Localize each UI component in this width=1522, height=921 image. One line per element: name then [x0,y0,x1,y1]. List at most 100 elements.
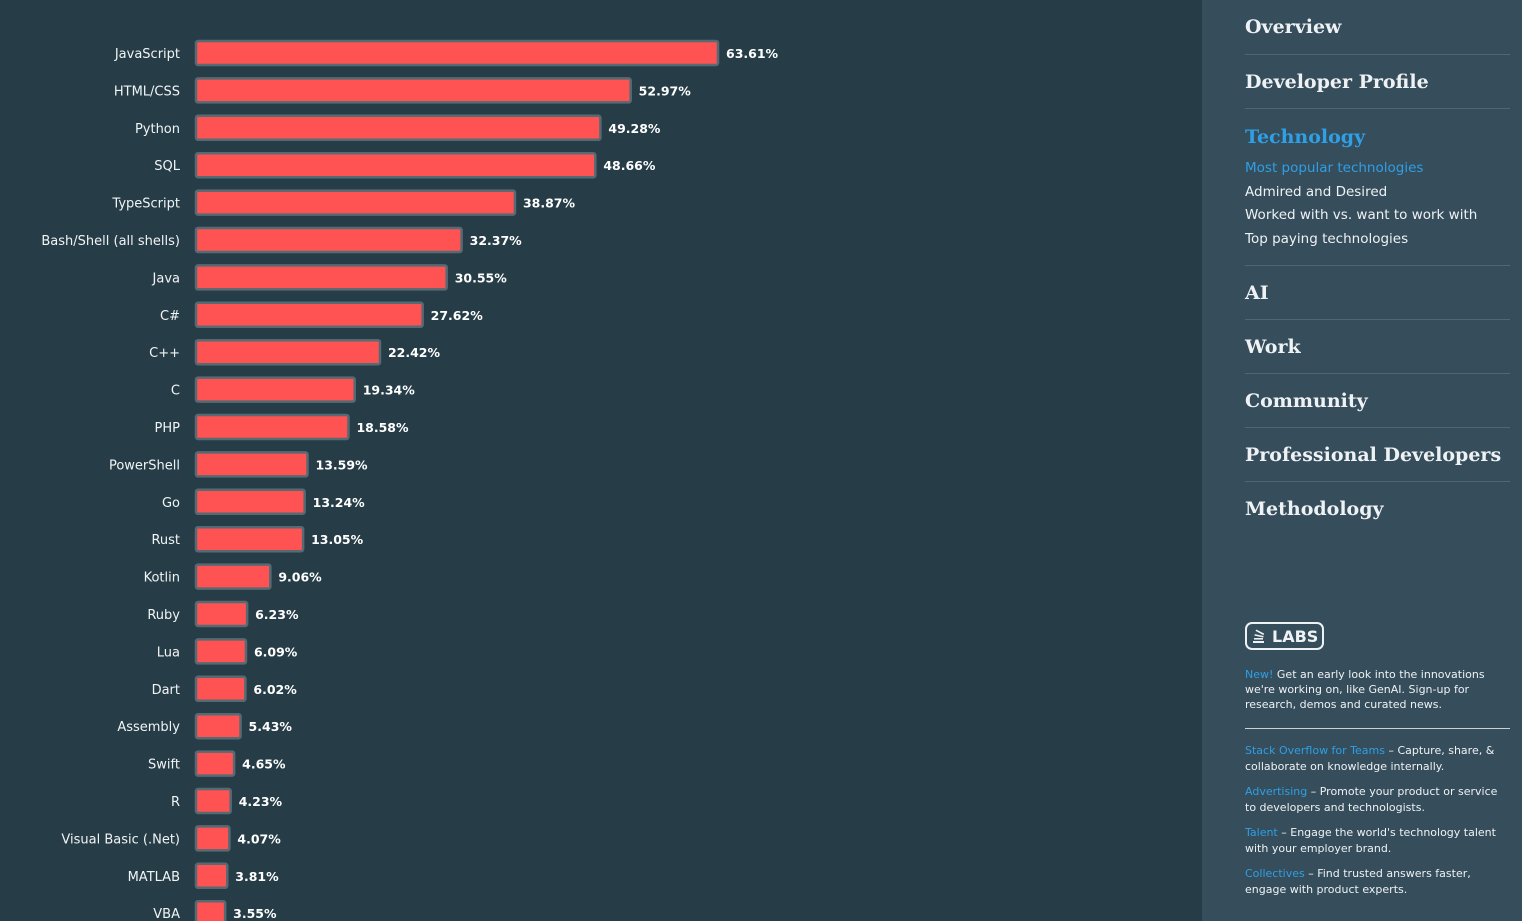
promo-teams-text: – Capture, share, & collaborate on knowl… [1245,744,1495,773]
bar[interactable] [194,376,356,403]
value-label: 13.05% [311,532,364,547]
value-label: 5.43% [249,719,293,734]
value-label: 3.55% [233,906,277,921]
value-label: 6.02% [253,682,297,697]
category-label: JavaScript [114,47,180,62]
labs-panel: LABS New! Get an early look into the inn… [1245,622,1510,907]
bar[interactable] [194,488,306,516]
labs-text: Get an early look into the innovations w… [1245,668,1485,711]
labs-new-link[interactable]: New! [1245,668,1274,681]
bar[interactable] [194,114,602,142]
category-label: Kotlin [144,571,180,586]
value-label: 4.07% [237,831,281,846]
category-label: C# [160,309,180,324]
bar[interactable] [194,451,309,478]
nav-developer-profile[interactable]: Developer Profile [1245,71,1429,93]
talent-link[interactable]: Talent [1245,826,1278,839]
promo-advertising: Advertising – Promote your product or se… [1245,784,1510,815]
nav-section-methodology: Methodology [1245,482,1510,536]
category-label: Dart [152,683,180,698]
category-label: PHP [155,421,181,436]
labs-logo[interactable]: LABS [1245,622,1325,650]
teams-link[interactable]: Stack Overflow for Teams [1245,744,1385,757]
category-label: VBA [153,907,180,921]
value-label: 3.81% [235,869,279,884]
bar[interactable] [194,787,232,815]
value-label: 13.24% [313,495,366,510]
bar-chart: JavaScript 63.61% HTML/CSS 52.97% Python 49.2… [41,39,779,921]
category-label: SQL [154,159,180,174]
bar[interactable] [194,264,448,291]
value-label: 30.55% [455,270,508,285]
bar[interactable] [194,638,248,665]
value-label: 6.23% [255,607,299,622]
labs-description: New! Get an early look into the innovati… [1245,667,1510,712]
value-label: 6.09% [254,644,298,659]
nav-ai[interactable]: AI [1245,282,1269,304]
bar[interactable] [194,77,632,104]
nav-technology[interactable]: Technology [1245,126,1366,148]
nav-work[interactable]: Work [1245,336,1301,358]
value-label: 52.97% [639,83,692,98]
value-label: 27.62% [431,308,484,323]
value-label: 9.06% [278,570,322,585]
subnav-admired-desired[interactable]: Admired and Desired [1245,183,1388,200]
category-label: Bash/Shell (all shells) [41,234,180,249]
bar[interactable] [194,413,350,441]
nav-overview[interactable]: Overview [1245,16,1342,38]
bar[interactable] [194,525,305,553]
bar[interactable] [194,712,242,740]
value-label: 49.28% [608,121,661,136]
bar[interactable] [194,151,597,179]
bar[interactable] [194,563,272,590]
bar[interactable] [194,301,424,329]
value-label: 13.59% [316,457,369,472]
category-label: Ruby [147,608,180,623]
technology-subnav: Most popular technologies Admired and De… [1245,157,1510,251]
nav-section-technology: Technology Most popular technologies Adm… [1245,109,1510,266]
value-label: 18.58% [356,420,409,435]
promo-collectives: Collectives – Find trusted answers faste… [1245,866,1510,897]
nav-community[interactable]: Community [1245,390,1368,412]
category-label: Go [162,496,180,511]
collectives-link[interactable]: Collectives [1245,867,1305,880]
category-label: Rust [151,533,180,548]
category-label: Lua [157,645,180,660]
stack-overflow-icon [1253,629,1265,643]
subnav-worked-vs-want[interactable]: Worked with vs. want to work with [1245,207,1478,223]
subnav-most-popular[interactable]: Most popular technologies [1245,160,1424,176]
bar[interactable] [194,226,463,254]
promo-advertising-text: – Promote your product or service to dev… [1245,785,1498,814]
bar[interactable] [194,39,720,67]
category-label: Swift [148,758,180,773]
nav-section-work: Work [1245,320,1510,374]
subnav-top-paying[interactable]: Top paying technologies [1245,230,1409,247]
category-label: Java [152,271,180,286]
labs-logo-text: LABS [1272,626,1319,646]
category-label: Visual Basic (.Net) [61,832,180,847]
bar[interactable] [194,600,249,628]
category-label: R [171,795,180,810]
category-label: Assembly [117,720,180,735]
bar[interactable] [194,338,382,366]
nav-professional-developers[interactable]: Professional Developers [1245,444,1502,466]
advertising-link[interactable]: Advertising [1245,785,1308,798]
category-label: TypeScript [111,197,180,212]
bar[interactable] [194,675,247,703]
sidebar-nav: Overview Developer Profile Technology Mo… [1202,0,1522,921]
nav-methodology[interactable]: Methodology [1245,498,1384,520]
bar[interactable] [194,189,517,216]
bar[interactable] [194,899,227,921]
bar[interactable] [194,750,236,777]
category-label: PowerShell [109,458,180,473]
nav-section-overview: Overview [1245,0,1510,55]
promo-talent-text: – Engage the world's technology talent w… [1245,826,1496,855]
nav-section-professional-developers: Professional Developers [1245,428,1510,482]
nav-section-ai: AI [1245,266,1510,320]
bar[interactable] [194,825,231,852]
divider [1245,728,1510,729]
category-label: C [171,384,180,399]
bar[interactable] [194,862,229,890]
category-label: HTML/CSS [114,84,180,99]
value-label: 4.65% [242,757,286,772]
